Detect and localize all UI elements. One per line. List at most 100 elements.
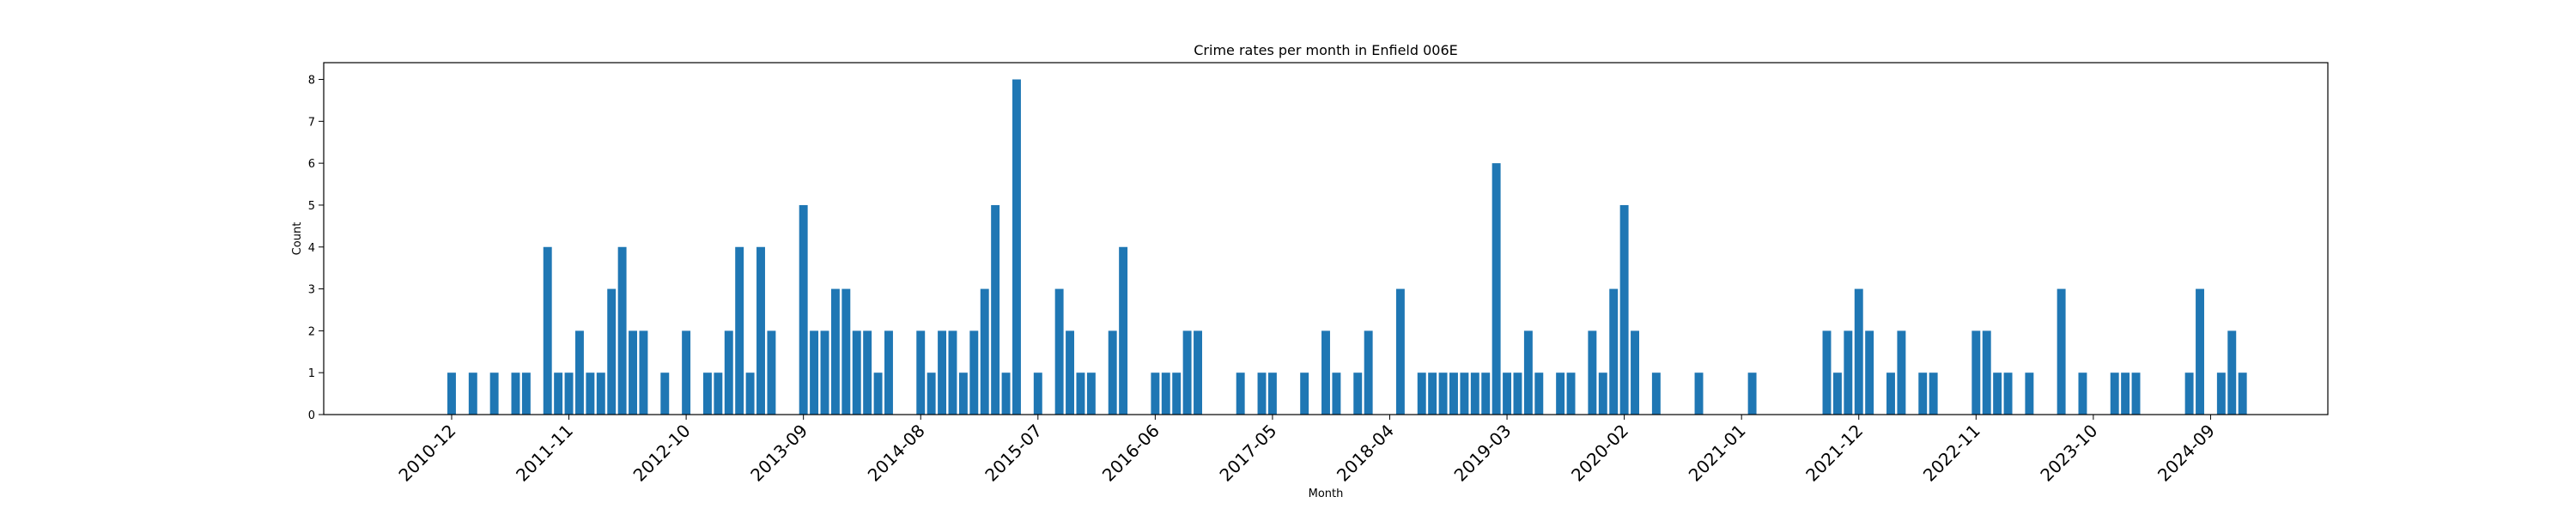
bar-2013-06 [767,330,776,415]
bars-group [447,79,2247,415]
bar-2019-11 [1588,330,1597,415]
bar-2020-03 [1631,330,1639,415]
bar-2012-01 [586,373,595,415]
bar-2017-11 [1332,373,1341,415]
bar-2020-01 [1609,288,1619,415]
bar-2011-07 [521,373,531,415]
bar-2021-12 [1854,288,1863,415]
bar-2023-07 [2057,288,2066,415]
bar-2018-11 [1460,373,1469,415]
chart-title: Crime rates per month in Enfield 006E [1194,42,1458,58]
bar-2022-03 [1886,373,1895,415]
bar-2014-02 [852,330,861,415]
bar-2015-07 [1033,373,1042,415]
bar-2023-12 [2110,373,2119,415]
bar-2016-03 [1119,246,1128,415]
bar-2018-09 [1438,373,1448,415]
bar-2012-08 [660,373,670,415]
bar-2011-04 [489,373,499,415]
bar-2018-02 [1364,330,1373,415]
bar-2017-08 [1300,373,1309,415]
bar-2024-07 [2184,373,2194,415]
bar-2018-07 [1417,373,1426,415]
bar-2012-06 [639,330,648,415]
bar-2016-06 [1151,373,1160,415]
x-tick-label: 2014-08 [864,421,929,486]
bar-2021-09 [1822,330,1832,415]
x-tick-label: 2017-05 [1215,421,1280,486]
bar-2015-01 [969,330,979,415]
bar-2014-04 [873,373,883,415]
y-tick-label: 3 [308,284,315,297]
bar-2010-12 [447,373,456,415]
bar-2019-12 [1598,373,1607,415]
y-tick-label: 0 [308,409,315,422]
x-tick-label: 2016-06 [1098,421,1163,486]
plot-frame [323,62,2329,415]
x-tick-label: 2015-07 [981,421,1046,486]
x-tick-label: 2019-03 [1450,421,1516,486]
bar-2024-12 [2238,373,2247,415]
bar-2012-10 [682,330,691,415]
y-tick-label: 1 [308,367,315,380]
bar-2014-08 [916,330,926,415]
bar-2018-12 [1470,373,1479,415]
bar-2013-04 [745,373,755,415]
y-axis-label: Count [291,222,304,256]
bar-2021-02 [1747,373,1757,415]
bar-2021-10 [1832,373,1842,415]
bar-2023-09 [2078,373,2087,415]
x-tick-label: 2021-12 [1801,421,1867,486]
bar-2019-05 [1523,330,1533,415]
bar-2015-10 [1066,330,1075,415]
bar-2011-09 [543,246,552,415]
x-tick-label: 2020-02 [1567,421,1632,486]
bar-2017-02 [1236,373,1245,415]
bar-2014-01 [841,288,851,415]
bar-2012-05 [629,330,637,415]
bar-2014-03 [863,330,872,415]
bar-2024-10 [2216,373,2226,415]
bar-2019-09 [1566,373,1576,415]
bar-2014-09 [927,373,936,415]
x-tick-label: 2010-12 [394,421,459,486]
bar-2012-12 [702,373,712,415]
bar-2015-11 [1076,373,1085,415]
x-axis: 2010-12 2011-11 2012-10 2013-09 2014-08 2015-… [394,415,2219,486]
bar-2019-08 [1556,373,1565,415]
x-tick-label: 2018-04 [1333,421,1398,486]
x-tick-label: 2024-09 [2154,421,2219,486]
bar-2022-04 [1897,330,1906,415]
bar-2012-02 [596,373,605,415]
bar-2013-01 [714,373,723,415]
bar-2024-01 [2121,373,2130,415]
bar-2022-12 [1982,330,1991,415]
bar-2018-08 [1428,373,1437,415]
bar-2015-02 [980,288,989,415]
bar-2011-02 [468,373,477,415]
bar-2013-11 [820,330,829,415]
bar-2018-05 [1395,288,1405,415]
x-tick-label: 2013-09 [746,421,811,486]
bar-2013-09 [799,204,808,415]
bar-2017-04 [1257,373,1267,415]
bar-2011-06 [511,373,520,415]
bar-2019-04 [1513,373,1522,415]
bar-2011-12 [574,330,584,415]
bar-2017-05 [1267,373,1277,415]
bar-2014-10 [938,330,947,415]
bar-2020-05 [1651,373,1661,415]
bar-2023-01 [1993,373,2002,415]
bar-2015-03 [991,204,1000,415]
y-axis: 0 1 2 3 4 5 6 7 8 [308,75,324,422]
bar-2019-03 [1503,373,1512,415]
bar-2020-09 [1694,373,1704,415]
bar-2016-10 [1194,330,1202,415]
bar-2024-08 [2196,288,2204,415]
bar-2014-12 [958,373,968,415]
bar-2013-03 [735,246,744,415]
bar-2011-11 [564,373,574,415]
bar-2016-02 [1108,330,1117,415]
bar-2019-02 [1492,163,1501,415]
